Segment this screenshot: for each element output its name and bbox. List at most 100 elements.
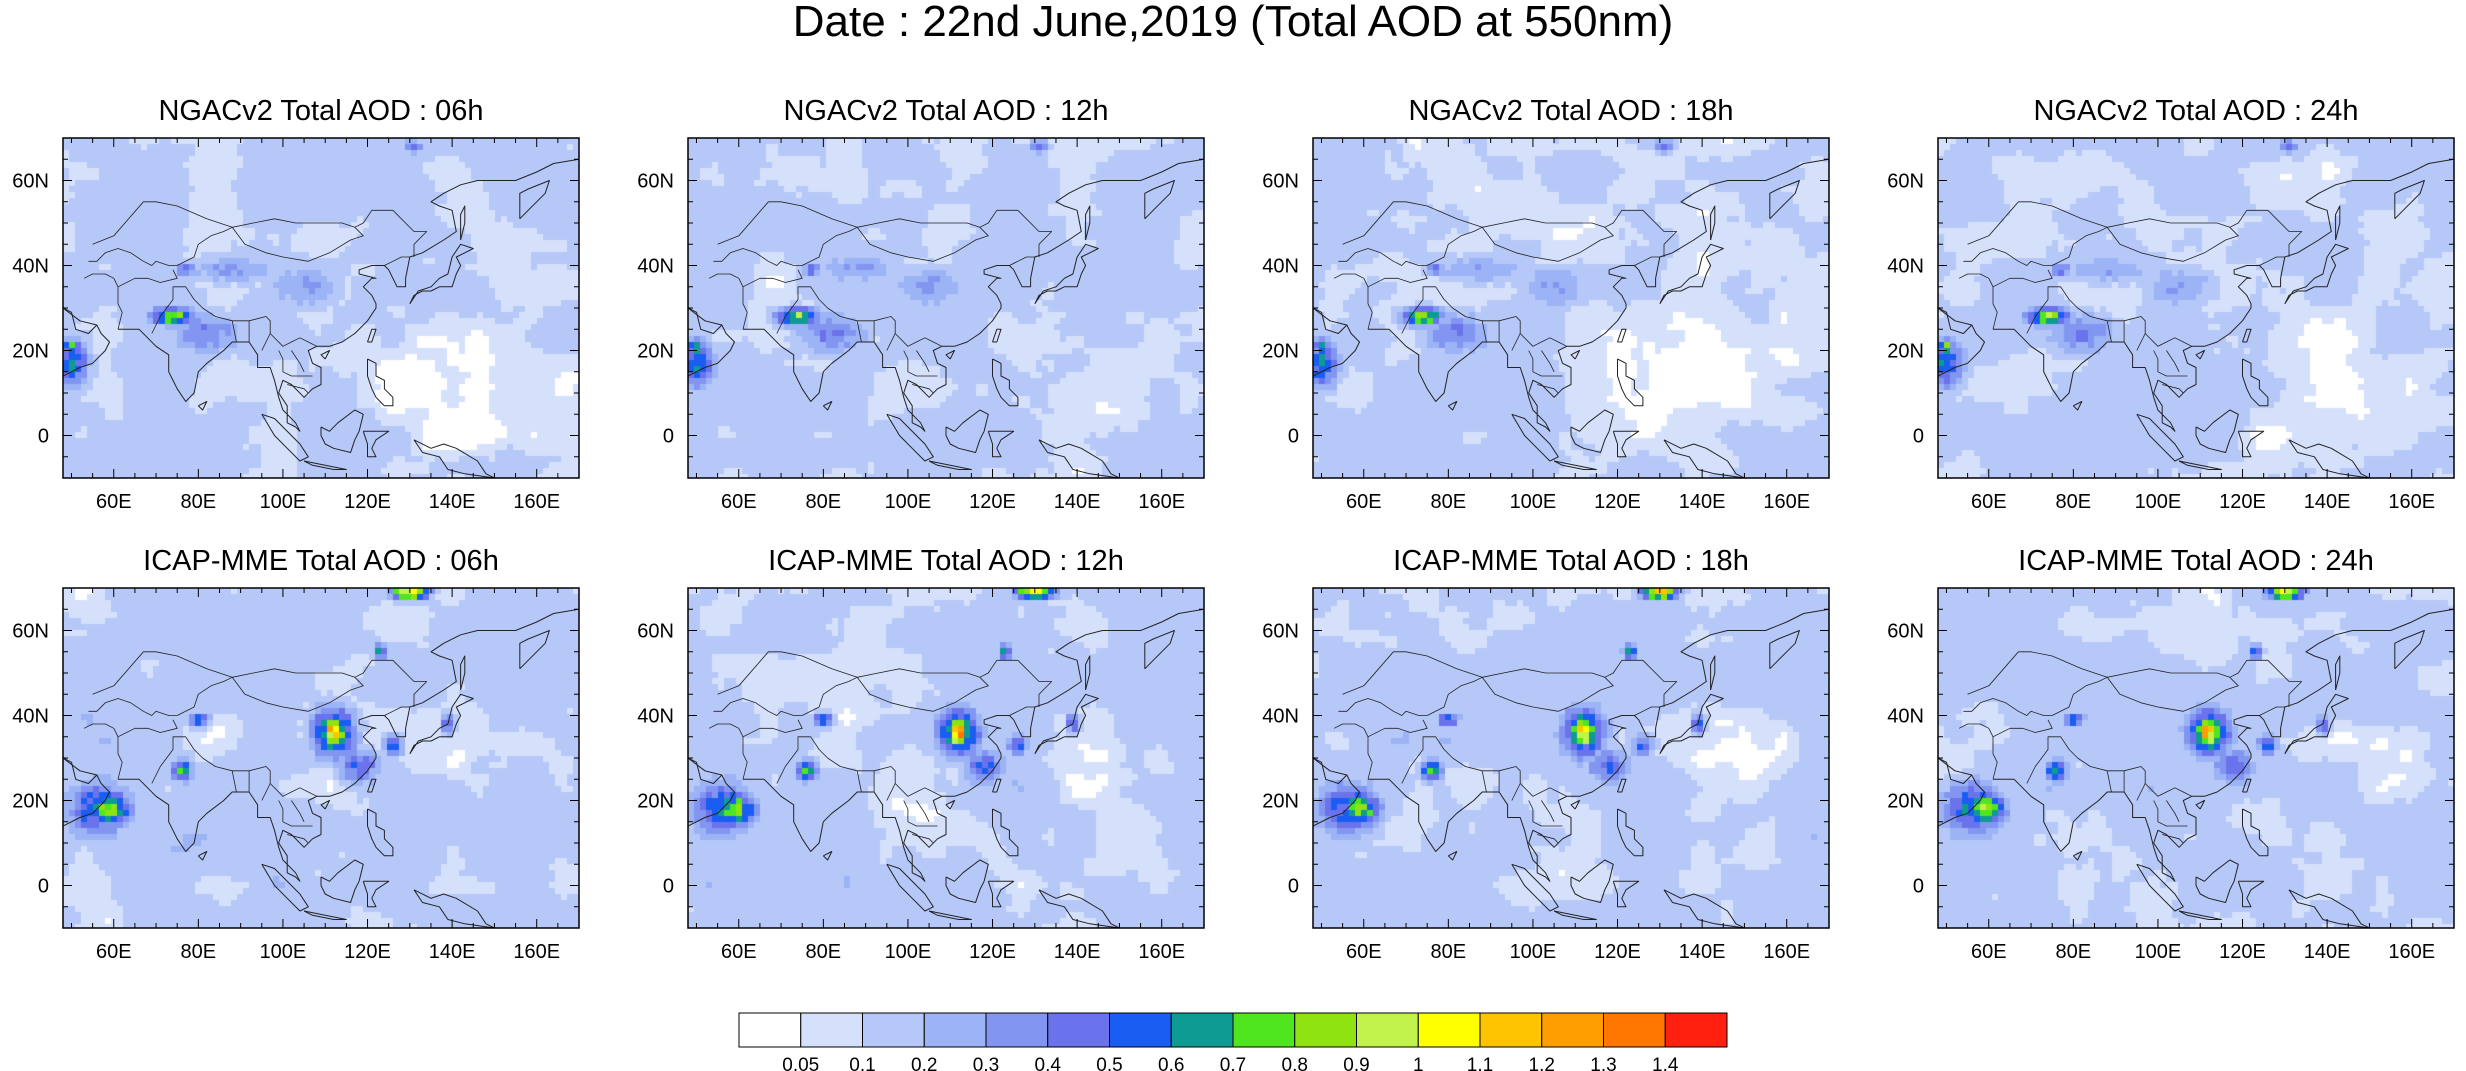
coastline bbox=[1612, 430, 1640, 458]
country-border bbox=[857, 218, 980, 228]
colorbar-label: 0.3 bbox=[973, 1055, 999, 1071]
coastline bbox=[928, 910, 972, 920]
country-border bbox=[776, 736, 896, 801]
aod-field-raster bbox=[63, 138, 579, 478]
country-border bbox=[278, 350, 313, 377]
colorbar-swatch bbox=[862, 1012, 925, 1048]
y-tick-label: 40N bbox=[1887, 706, 1924, 728]
coastline bbox=[2335, 205, 2341, 241]
coastline-layer bbox=[1313, 608, 1829, 928]
country-border bbox=[1634, 256, 1660, 266]
coastline bbox=[1447, 401, 1458, 411]
coastline bbox=[460, 205, 466, 241]
y-tick-label: 60N bbox=[637, 171, 674, 193]
coastline bbox=[1313, 307, 1360, 377]
coastline bbox=[63, 757, 98, 784]
coastline bbox=[2195, 350, 2205, 360]
coastline bbox=[367, 808, 394, 857]
country-border bbox=[117, 719, 178, 738]
country-border bbox=[2052, 659, 2303, 716]
country-border bbox=[713, 248, 803, 266]
coastline bbox=[409, 243, 474, 305]
country-border bbox=[1367, 719, 1428, 738]
x-tick-label: 100E bbox=[260, 491, 307, 513]
coastline bbox=[2195, 800, 2205, 810]
coastline bbox=[367, 328, 377, 343]
colorbar-label: 0.6 bbox=[1158, 1055, 1184, 1071]
country-border bbox=[912, 834, 934, 844]
coastline bbox=[197, 401, 208, 411]
coastline bbox=[367, 778, 377, 793]
coastline bbox=[320, 859, 364, 903]
colorbar-swatch bbox=[1109, 1012, 1172, 1048]
coastline bbox=[1710, 205, 1716, 241]
country-border bbox=[2153, 350, 2188, 377]
country-border bbox=[269, 333, 317, 347]
country-border bbox=[1481, 770, 1487, 793]
country-border bbox=[1342, 201, 1483, 245]
country-border bbox=[857, 668, 980, 678]
colorbar-swatch bbox=[800, 1012, 863, 1048]
country-border bbox=[1967, 651, 2108, 695]
coastline bbox=[519, 180, 550, 220]
colorbar-swatch bbox=[1479, 1012, 1543, 1048]
country-border bbox=[1992, 736, 1998, 780]
y-tick-label: 0 bbox=[38, 876, 49, 898]
y-tick-label: 0 bbox=[1913, 426, 1924, 448]
coastline bbox=[987, 880, 1015, 908]
country-border bbox=[2107, 218, 2230, 228]
country-border bbox=[1482, 668, 1605, 678]
x-tick-label: 80E bbox=[806, 941, 842, 963]
coastline bbox=[992, 808, 1019, 857]
coastline-layer bbox=[1938, 608, 2454, 928]
country-border bbox=[742, 286, 748, 330]
country-border bbox=[92, 651, 233, 695]
coastline bbox=[303, 910, 347, 920]
country-border bbox=[742, 736, 748, 780]
x-tick-label: 120E bbox=[2219, 941, 2266, 963]
country-border bbox=[708, 273, 744, 287]
map-panel: ICAP-MME Total AOD : 12h 60E 80E 100E 120E 14… bbox=[637, 545, 1205, 963]
country-border bbox=[88, 248, 178, 266]
coastline bbox=[1663, 889, 1745, 928]
panel-title: ICAP-MME Total AOD : 24h bbox=[2018, 545, 2374, 577]
country-border bbox=[802, 209, 1053, 266]
x-tick-label: 160E bbox=[2388, 491, 2435, 513]
y-tick-label: 20N bbox=[1887, 341, 1924, 363]
x-tick-label: 140E bbox=[2304, 491, 2351, 513]
coastline bbox=[413, 889, 495, 928]
country-border bbox=[1992, 286, 1998, 330]
country-border bbox=[916, 350, 930, 372]
country-border bbox=[2153, 800, 2188, 827]
x-tick-label: 60E bbox=[1971, 491, 2007, 513]
coastline bbox=[1553, 460, 1597, 470]
coastline-layer bbox=[688, 158, 1204, 478]
country-border bbox=[1427, 659, 1678, 716]
country-border bbox=[2106, 320, 2112, 343]
y-tick-label: 40N bbox=[1887, 256, 1924, 278]
y-tick-label: 20N bbox=[1262, 341, 1299, 363]
country-border bbox=[1401, 736, 1521, 801]
colorbar-label: 0.8 bbox=[1282, 1055, 1308, 1071]
country-border bbox=[717, 201, 858, 245]
country-border bbox=[117, 269, 178, 288]
colorbar-swatch bbox=[985, 1012, 1049, 1048]
coastline bbox=[303, 460, 347, 470]
coastline bbox=[362, 880, 390, 908]
coastline bbox=[1938, 757, 1973, 784]
y-tick-label: 20N bbox=[637, 341, 674, 363]
x-tick-label: 80E bbox=[2056, 941, 2092, 963]
country-border bbox=[1333, 723, 1369, 737]
country-border bbox=[1519, 333, 1567, 347]
country-border bbox=[2144, 783, 2192, 797]
country-border bbox=[1634, 706, 1660, 716]
country-border bbox=[916, 800, 930, 822]
country-border bbox=[708, 723, 744, 737]
panel-title: NGACv2 Total AOD : 18h bbox=[1408, 95, 1733, 127]
y-tick-label: 20N bbox=[1262, 791, 1299, 813]
country-border bbox=[802, 659, 1053, 716]
y-tick-label: 0 bbox=[1913, 876, 1924, 898]
coastline bbox=[519, 630, 550, 670]
x-tick-label: 120E bbox=[2219, 491, 2266, 513]
